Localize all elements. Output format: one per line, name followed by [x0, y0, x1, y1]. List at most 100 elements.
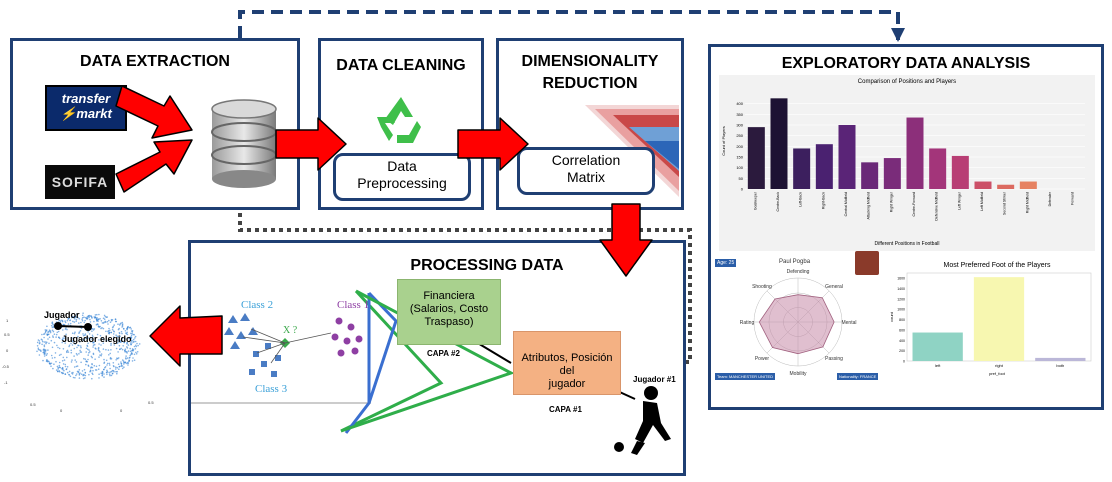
scatter-point: [43, 336, 45, 339]
scatter-point: [46, 334, 49, 336]
soccer-player-icon: [614, 386, 671, 455]
data-preprocessing-box: Data Preprocessing: [333, 153, 471, 201]
scatter-point: [102, 348, 105, 350]
scatter-point: [110, 358, 113, 360]
scatter-point: [82, 334, 85, 337]
scatter-point: [99, 334, 102, 337]
scatter-point: [126, 357, 129, 359]
scatter-point: [84, 358, 87, 360]
scatter-point: [99, 354, 101, 356]
scatter-point: [115, 366, 117, 368]
scatter-point: [108, 362, 111, 365]
radar-label: Power: [755, 356, 770, 362]
scatter-point: [106, 316, 108, 318]
scatter-point: [100, 320, 103, 322]
scatter-point: [83, 368, 86, 371]
scatter-point: [111, 319, 114, 321]
scatter-point: [100, 353, 103, 355]
scatter-point: [88, 333, 91, 335]
scatter-point: [112, 336, 115, 338]
scatter-point: [66, 350, 68, 353]
scatter-point: [68, 373, 70, 376]
scatter-point: [51, 326, 54, 329]
scatter-point: [59, 366, 61, 369]
scatter-point: [103, 362, 105, 364]
scatter-point: [61, 360, 64, 362]
scatter-point: [113, 330, 115, 333]
scatter-point: [80, 361, 82, 364]
svg-text:0: 0: [120, 408, 123, 413]
scatter-point: [135, 351, 137, 354]
scatter-point: [80, 373, 83, 375]
processing-data-panel: PROCESSING DATA: [188, 240, 686, 476]
scatter-point: [81, 318, 83, 320]
scatter-point: [74, 315, 77, 317]
foot-chart-title: Most Preferred Foot of the Players: [944, 262, 1051, 269]
scatter-point: [114, 368, 117, 370]
scatter-point: [50, 354, 53, 357]
scatter-point: [50, 362, 53, 365]
scatter-point: [108, 331, 111, 333]
scatter-point: [127, 350, 130, 352]
scatter-point: [102, 342, 105, 344]
scatter-point: [95, 318, 98, 321]
scatter-point: [75, 352, 78, 355]
scatter-point: [107, 323, 109, 325]
scatter-point: [133, 345, 136, 348]
scatter-point: [98, 377, 100, 379]
scatter-point: [57, 366, 59, 369]
scatter-point: [45, 354, 48, 356]
scatter-point: [121, 359, 124, 361]
radar-player-name: Paul Pogba: [779, 259, 811, 265]
scatter-point: [98, 318, 100, 320]
scatter-point: [86, 335, 89, 337]
scatter-point: [61, 319, 63, 322]
scatter-point: [111, 372, 114, 375]
scatter-point: [120, 365, 122, 368]
scatter-point: [96, 317, 98, 319]
scatter-point: [89, 340, 92, 343]
scatter-point: [111, 328, 114, 331]
scatter-point: [70, 342, 72, 345]
scatter-point: [72, 337, 74, 339]
scatter-point: [42, 359, 44, 362]
scatter-point: [124, 362, 127, 364]
scatter-point: [110, 344, 112, 346]
scatter-point: [87, 364, 90, 367]
scatter-point: [48, 362, 51, 364]
data-extraction-title: DATA EXTRACTION: [80, 53, 230, 70]
scatter-point: [36, 345, 39, 347]
scatter-point: [88, 316, 90, 319]
scatter-point: [132, 357, 134, 359]
scatter-point: [108, 319, 110, 322]
scatter-point: [101, 374, 103, 376]
scatter-point: [63, 369, 65, 372]
scatter-point: [64, 320, 66, 322]
scatter-point: [58, 361, 61, 364]
scatter-point: [121, 348, 124, 351]
scatter-point: [120, 361, 122, 363]
scatter-point: [101, 372, 104, 375]
scatter-point: [96, 313, 98, 316]
bar-chart-xtick: Attacking Midfield: [867, 192, 871, 219]
scatter-point: [102, 327, 105, 330]
data-extraction-panel: DATA EXTRACTION transfer ⚡markt SOFIFA: [10, 38, 300, 210]
scatter-point: [95, 365, 98, 368]
scatter-point: [80, 346, 82, 349]
radar-label: Mobility: [790, 371, 807, 377]
scatter-point: [70, 349, 72, 352]
scatter-point: [75, 361, 78, 363]
scatter-point: [134, 348, 137, 350]
scatter-point: [73, 366, 76, 368]
scatter-point: [126, 331, 128, 334]
scatter-point: [109, 352, 111, 355]
radar-label: Mental: [841, 320, 856, 326]
scatter-point: [87, 337, 90, 339]
scatter-point: [125, 358, 127, 360]
bar-chart-ytick: 200: [736, 144, 743, 149]
svg-text:0.5: 0.5: [4, 332, 10, 337]
scatter-point: [87, 348, 89, 351]
scatter-point: [62, 337, 64, 339]
scatter-point: [47, 338, 49, 340]
bar-defensive-midfield: [929, 148, 947, 189]
